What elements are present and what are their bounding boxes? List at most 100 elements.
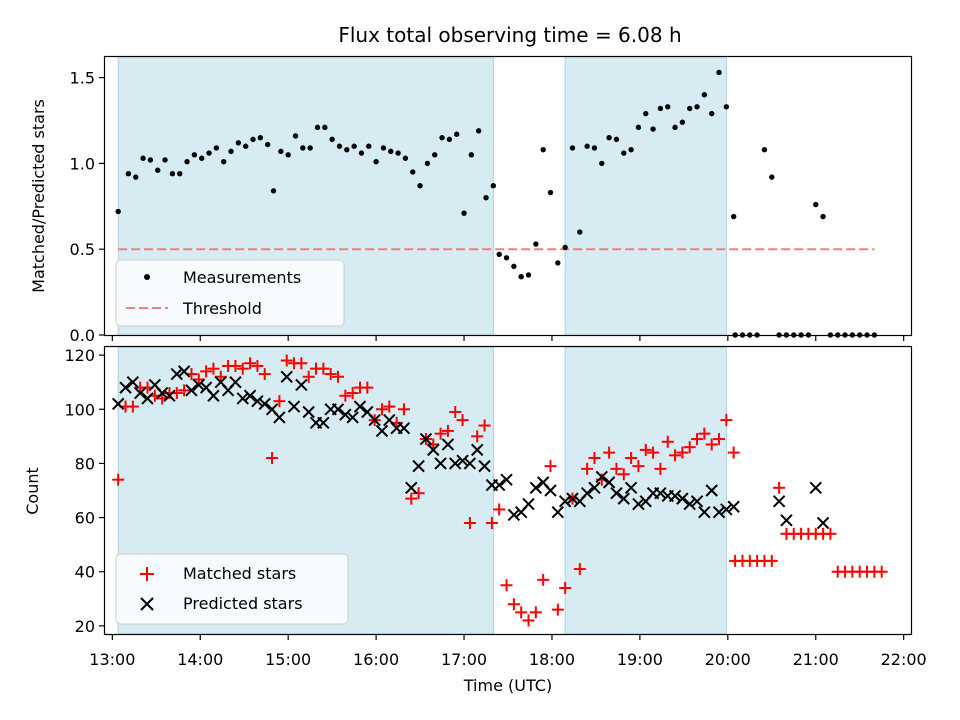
predicted-star-point: [111, 397, 125, 411]
measurement-point: [314, 124, 321, 131]
matched-star-point: [493, 503, 506, 516]
predicted-star-stroke-b: [339, 408, 352, 421]
legend-predicted-marker: [140, 597, 154, 611]
predicted-star-point: [478, 459, 491, 473]
matched-star-point: [280, 354, 293, 367]
measurement-point: [511, 263, 517, 270]
measurement-point: [635, 124, 642, 131]
measurement-point: [468, 152, 475, 158]
measurement-point: [424, 160, 431, 167]
predicted-star-point: [397, 422, 411, 435]
predicted-star-point: [544, 484, 557, 497]
predicted-star-stroke-b: [632, 497, 645, 511]
matched-star-point: [485, 516, 498, 529]
predicted-star-stroke-b: [243, 389, 257, 402]
predicted-star-stroke-b: [536, 476, 550, 489]
matched-star-point: [200, 365, 213, 378]
predicted-star-point: [353, 400, 367, 413]
measurement-point: [270, 188, 277, 194]
count-y-axis-label: Count: [23, 467, 42, 515]
measurement-point: [155, 167, 161, 173]
measurement-point: [177, 170, 183, 177]
matched-star-point: [397, 403, 410, 416]
matched-star-point: [705, 438, 718, 451]
measurement-point: [475, 128, 482, 134]
predicted-star-stroke-b: [383, 413, 396, 427]
legend-matched-marker: [140, 567, 154, 581]
predicted-star-stroke-b: [683, 497, 696, 511]
predicted-star-stroke-b: [698, 505, 711, 519]
measurement-point: [643, 110, 649, 117]
matched-star-point: [610, 462, 623, 475]
matched-star-point: [727, 446, 740, 459]
legend-threshold-label: Threshold: [182, 299, 262, 318]
predicted-star-stroke-b: [419, 432, 433, 446]
predicted-star-stroke-b: [346, 411, 359, 424]
matched-star-point: [207, 362, 220, 375]
predicted-star-point: [522, 497, 535, 511]
predicted-star-stroke-b: [163, 389, 176, 402]
matched-star-point: [522, 614, 535, 627]
matched-star-point: [266, 452, 279, 465]
matched-star-point: [412, 487, 425, 500]
predicted-star-point: [236, 392, 249, 405]
measurement-point: [650, 126, 656, 132]
predicted-star-stroke-b: [397, 422, 411, 435]
predicted-star-point: [676, 492, 689, 505]
predicted-star-stroke-b: [471, 443, 484, 457]
measurement-point: [813, 201, 819, 208]
measurement-point: [373, 158, 379, 165]
matched-star-point: [632, 460, 645, 473]
matched-star-point: [647, 446, 660, 459]
measurement-point: [490, 183, 497, 189]
predicted-star-stroke-b: [624, 481, 638, 494]
matched-star-point: [214, 370, 227, 383]
predicted-star-point: [133, 386, 147, 400]
measurement-point: [540, 146, 546, 153]
legend-predicted-label: Predicted stars: [183, 594, 303, 613]
matched-star-point: [375, 403, 388, 416]
x-tick-label: 16:00: [353, 650, 399, 669]
x-tick-label: 20:00: [705, 650, 751, 669]
predicted-star-stroke-b: [727, 500, 740, 513]
measurement-point: [577, 229, 583, 235]
predicted-star-stroke-b: [588, 481, 601, 494]
matched-star-point: [617, 468, 630, 481]
matched-star-point: [537, 573, 550, 586]
measurement-point: [242, 143, 249, 149]
measurement-point: [665, 104, 671, 110]
predicted-star-stroke-b: [522, 497, 535, 511]
measurement-point: [446, 136, 453, 143]
measurement-point: [351, 143, 357, 149]
predicted-star-stroke-b: [133, 386, 147, 400]
ratio-legend-box: [115, 259, 345, 327]
predicted-star-stroke-b: [780, 514, 793, 527]
predicted-star-point: [772, 495, 786, 508]
measurement-point: [525, 272, 532, 278]
matched-star-point: [691, 433, 704, 446]
measurement-point: [358, 150, 365, 156]
measurement-point: [395, 150, 401, 156]
count-y-ticks: 20 40 60 80 100 120: [64, 346, 105, 636]
predicted-star-point: [698, 505, 711, 519]
x-tick-label: 17:00: [441, 650, 487, 669]
count-x-ticks: 13:00 14:00 15:00 16:00 17:00 18:00 19:00 20:00…: [89, 634, 927, 669]
predicted-star-point: [456, 454, 469, 467]
y-tick-label: 120: [64, 346, 95, 365]
predicted-star-point: [727, 500, 740, 513]
ratio-y-axis-label: Matched/Predicted stars: [29, 99, 48, 293]
matched-star-point: [346, 387, 359, 400]
matched-star-point: [471, 430, 484, 443]
measurement-point: [562, 244, 568, 251]
matched-star-point: [683, 441, 696, 454]
measurement-point: [322, 124, 328, 131]
predicted-star-stroke-b: [617, 492, 630, 505]
predicted-star-stroke-b: [295, 378, 308, 392]
predicted-star-point: [339, 408, 352, 421]
legend-measurements-label: Measurements: [183, 268, 301, 287]
matched-star-point: [720, 414, 733, 427]
ratio-y-ticks: 0.0 0.5 1.0 1.5: [70, 69, 105, 345]
x-tick-label: 18:00: [529, 650, 575, 669]
measurement-point: [410, 169, 416, 175]
predicted-star-stroke-b: [478, 459, 491, 473]
